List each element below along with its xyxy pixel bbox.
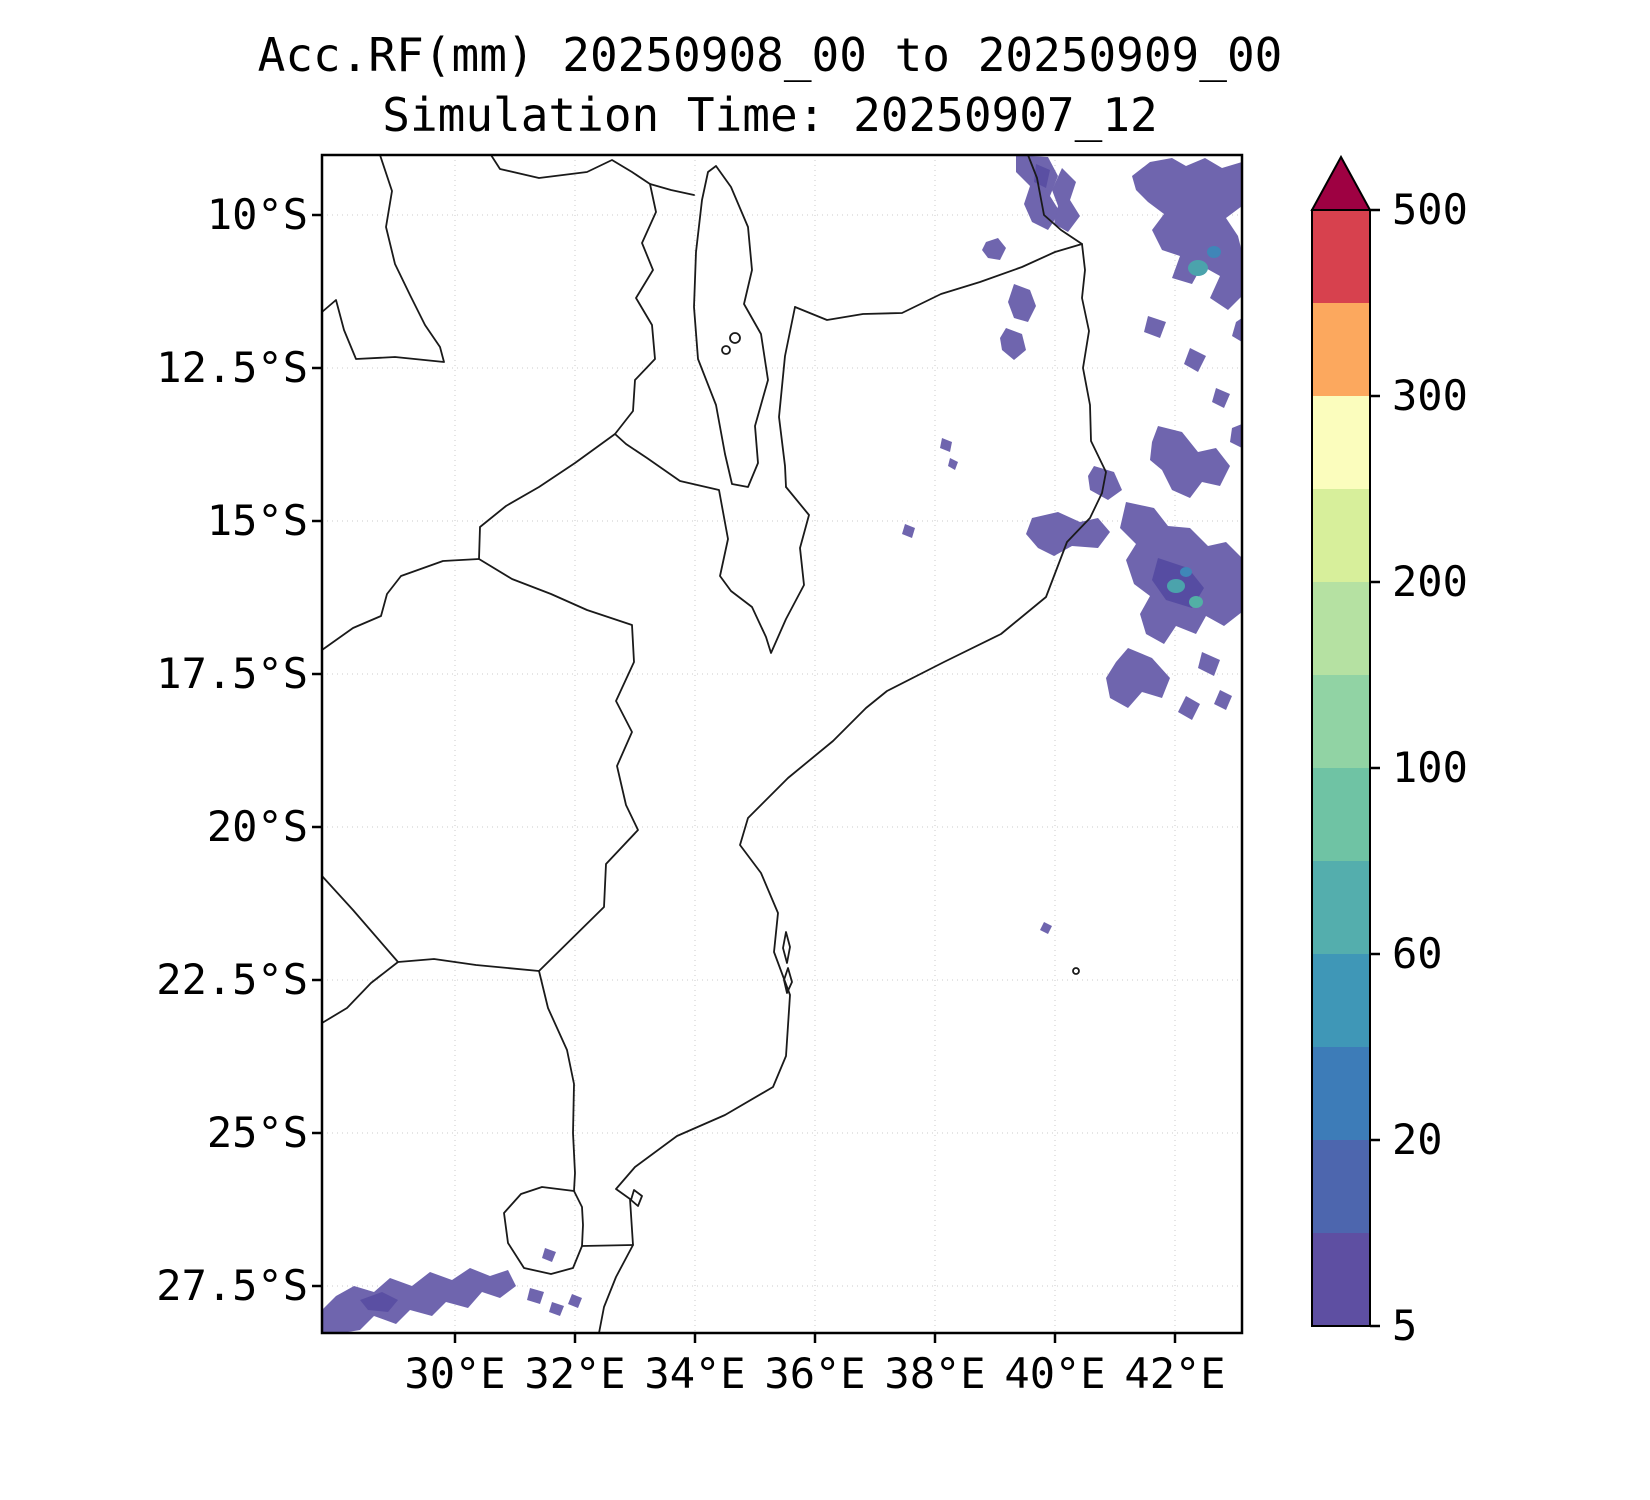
rain-patch [1144,316,1166,338]
rain-patch [542,1248,556,1262]
europa-island [1072,967,1080,975]
x-tick-label: 40°E [1004,1349,1106,1398]
border-malawi-west-south [614,183,810,654]
colorbar-tick-label: 60 [1392,929,1443,978]
rain-patch [1132,158,1242,310]
colorbar-segment [1312,954,1370,1047]
x-tick-label: 36°E [764,1349,866,1398]
rain-patch [568,1294,582,1308]
rain-patch [1040,922,1052,934]
colorbar [1310,154,1380,1328]
colorbar-segment [1312,582,1370,675]
y-tick-label: 20°S [206,802,308,851]
border-drc-zambia-pedicle [322,155,445,363]
rain-patch [1232,318,1242,342]
x-tick-label: 38°E [884,1349,986,1398]
plot-subtitle: Simulation Time: 20250907_12 [382,88,1158,142]
rain-patch [1178,696,1200,720]
colorbar-tick-label: 100 [1392,743,1468,792]
y-tick-label: 10°S [206,190,308,239]
coastlines-borders [322,155,1107,1333]
y-tick-label: 25°S [206,1108,308,1157]
border-mozambique-south [581,1244,634,1247]
rain-patch [940,438,952,452]
colorbar-segment [1312,210,1370,303]
x-tick-label: 34°E [644,1349,746,1398]
rain-core [1189,596,1203,608]
border-limpopo [322,958,540,1024]
colorbar-tick-label: 500 [1392,185,1468,234]
rain-patch [902,524,915,538]
colorbar-segment [1312,303,1370,396]
rain-patch [1184,348,1206,372]
y-tick-label: 27.5°S [156,1261,308,1310]
colorbar-segment [1312,861,1370,954]
rain-patch [322,1268,516,1333]
gridlines [322,155,1242,1333]
x-tick-label: 30°E [404,1349,506,1398]
rain-patch [1088,466,1122,500]
y-tick-label: 12.5°S [156,343,308,392]
likoma-island [729,332,741,344]
y-tick-label: 15°S [206,496,308,545]
rain-patch [1026,512,1110,556]
coastline [598,155,1107,1333]
colorbar-segment [1312,489,1370,582]
rain-patch [527,1288,544,1304]
border-zambezi-zambia-zimbabwe [322,558,480,651]
rain-patch [1008,284,1036,322]
border-tanzania-mozambique [794,243,1083,321]
rain-patch [1230,424,1242,448]
rain-patch [1198,652,1220,676]
rain-patch [1214,690,1232,710]
map-frame [320,153,1244,1335]
x-tick-label: 32°E [524,1349,626,1398]
border-southafrica-mozambique [538,970,576,1192]
colorbar-tick-label: 5 [1392,1301,1418,1350]
rain-core [1188,260,1208,276]
colorbar-segment [1312,396,1370,489]
colorbar-segment [1312,675,1370,768]
rain-core [360,1292,398,1312]
border-in-lake [778,306,796,488]
rain-patch [1106,648,1170,708]
colorbar-ticks [1370,208,1380,1328]
colorbar-segment [1312,768,1370,861]
rain-core [1180,567,1192,577]
x-tick-label: 42°E [1124,1349,1226,1398]
rain-patch [982,238,1006,260]
lake-malawi-outline [693,165,769,488]
eswatini-outline [503,1186,584,1275]
bazaruto-island [783,967,793,994]
colorbar-segment [1312,1140,1370,1233]
border-zambia-mozambique [478,433,616,560]
inhaca-island [630,1189,643,1207]
rain-patch [1000,328,1026,360]
border-tanzania-zambia-malawi [490,155,695,196]
border-zimbabwe-mozambique [478,558,639,972]
rain-core [1207,246,1221,258]
chizumulu-island [721,345,731,355]
colorbar-segment [1312,1233,1370,1326]
rain-patch [948,458,958,470]
rain-core [1167,579,1185,593]
rain-patch [1212,388,1230,408]
y-tick-label: 22.5°S [156,955,308,1004]
colorbar-tick-label: 300 [1392,371,1468,420]
rain-patch [1052,168,1080,232]
border-zimbabwe-botswana [322,875,399,963]
plot-title: Acc.RF(mm) 20250908_00 to 20250909_00 [257,28,1283,82]
rain-patch [549,1302,564,1316]
axis-ticks [312,213,1177,1343]
colorbar-segment [1312,1047,1370,1140]
bazaruto-island [782,931,791,964]
rain-patch [1150,426,1230,498]
rainfall-patches [322,155,1242,1333]
y-tick-label: 17.5°S [156,649,308,698]
colorbar-tick-label: 20 [1392,1115,1443,1164]
colorbar-extend-triangle [1310,154,1372,211]
colorbar-tick-label: 200 [1392,557,1468,606]
